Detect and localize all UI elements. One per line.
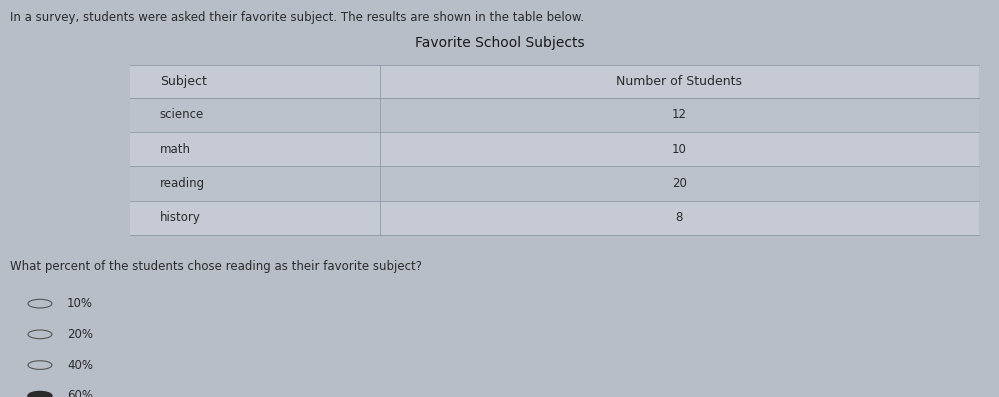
Text: 10%: 10% — [67, 297, 93, 310]
Text: In a survey, students were asked their favorite subject. The results are shown i: In a survey, students were asked their f… — [10, 11, 584, 24]
Text: 60%: 60% — [67, 389, 93, 397]
Text: What percent of the students chose reading as their favorite subject?: What percent of the students chose readi… — [10, 260, 422, 273]
Text: 8: 8 — [675, 211, 683, 224]
FancyBboxPatch shape — [130, 200, 979, 235]
Text: 40%: 40% — [67, 358, 93, 372]
Text: 20: 20 — [672, 177, 686, 190]
Text: math: math — [160, 143, 191, 156]
Text: 10: 10 — [672, 143, 686, 156]
Text: history: history — [160, 211, 201, 224]
Text: Favorite School Subjects: Favorite School Subjects — [415, 36, 584, 50]
FancyBboxPatch shape — [130, 166, 979, 200]
FancyBboxPatch shape — [130, 132, 979, 166]
Text: 12: 12 — [671, 108, 687, 121]
Text: 20%: 20% — [67, 328, 93, 341]
FancyBboxPatch shape — [130, 98, 979, 132]
Text: Number of Students: Number of Students — [616, 75, 742, 88]
Circle shape — [28, 391, 52, 397]
Text: science: science — [160, 108, 204, 121]
Text: reading: reading — [160, 177, 205, 190]
Text: Subject: Subject — [160, 75, 207, 88]
FancyBboxPatch shape — [130, 65, 979, 98]
